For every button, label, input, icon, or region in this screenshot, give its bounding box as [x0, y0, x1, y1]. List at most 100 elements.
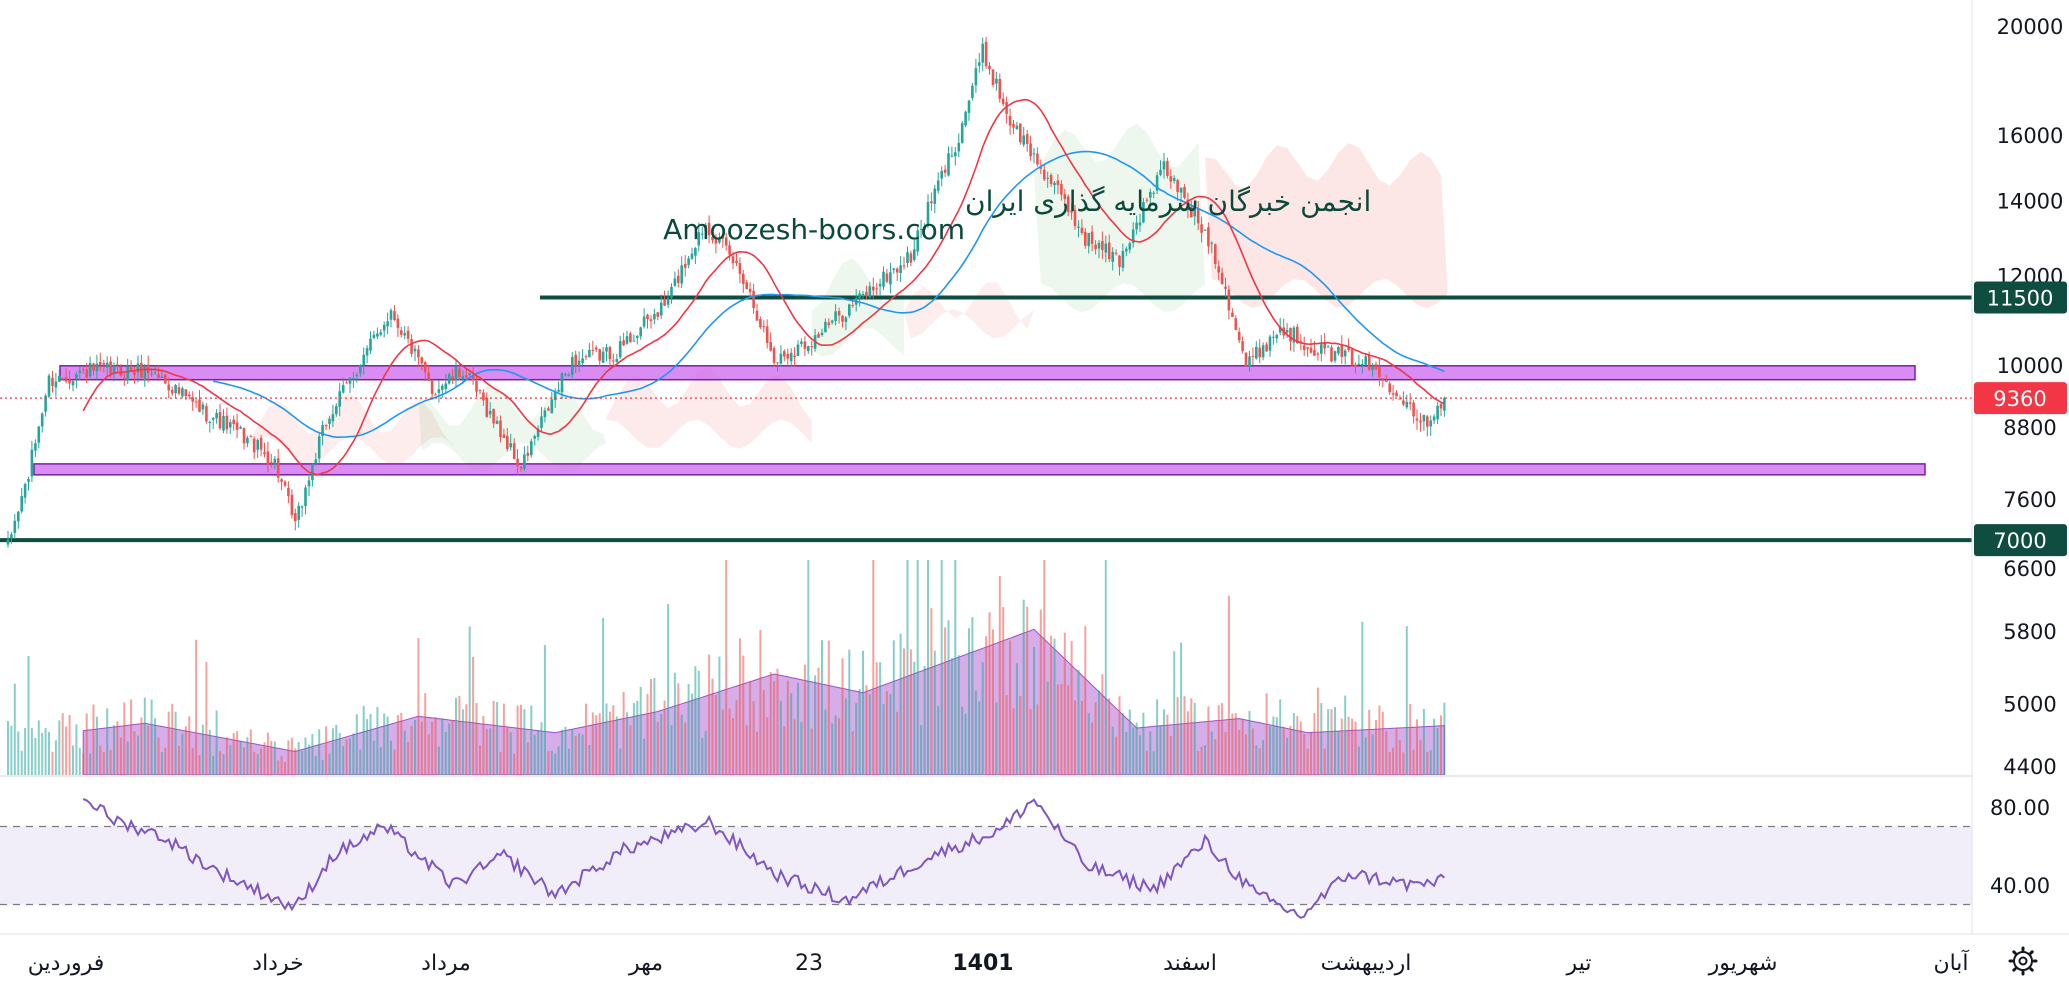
volume-bar: [1217, 705, 1220, 775]
volume-bar: [126, 741, 129, 775]
volume-bar: [513, 753, 516, 775]
candle-body: [540, 416, 543, 428]
volume-bar: [479, 745, 481, 775]
volume-bar: [400, 712, 403, 775]
volume-bar: [978, 701, 981, 775]
candle-body: [738, 263, 742, 274]
price-tick-label: 14000: [1997, 189, 2064, 213]
candle-body: [1224, 286, 1227, 289]
candle-body: [1436, 405, 1439, 420]
volume-bar: [1364, 737, 1367, 775]
price-badges: 11500 7000 9360: [1974, 281, 2067, 557]
candle-body: [1176, 180, 1179, 193]
candle-body: [1063, 194, 1067, 200]
candle-body: [1265, 344, 1268, 352]
price-badge-label: 9360: [1993, 387, 2046, 411]
volume-bar: [102, 752, 105, 775]
volume-bar: [1440, 715, 1442, 775]
volume-bar: [954, 560, 957, 775]
candle-body: [1357, 364, 1361, 365]
volume-bar: [249, 729, 252, 775]
volume-bar: [178, 746, 180, 775]
volume-bar: [1056, 684, 1059, 775]
zone-rect[interactable]: [33, 463, 1926, 476]
volume-bar: [496, 702, 499, 775]
candle-body: [919, 229, 923, 230]
candle-body: [656, 312, 660, 317]
candle-body: [636, 336, 639, 338]
volume-bar: [1043, 560, 1046, 775]
horizontal-levels[interactable]: [0, 295, 1972, 543]
volume-bar: [1080, 701, 1083, 775]
volume-bar: [1200, 746, 1203, 775]
volume-bar: [1128, 709, 1131, 775]
volume-bar: [571, 729, 574, 775]
volume-bar: [458, 696, 461, 775]
volume-bar: [701, 738, 704, 775]
candle-body: [328, 418, 331, 424]
volume-bar: [745, 725, 748, 775]
rsi-axis[interactable]: 80.00 40.00: [1990, 796, 2050, 898]
candle-body: [1251, 355, 1255, 357]
volume-bar: [957, 655, 960, 775]
volume-bar: [786, 680, 789, 775]
candle-body: [933, 188, 937, 204]
volume-bar: [892, 640, 895, 775]
volume-bar: [485, 729, 488, 775]
volume-bar: [263, 742, 266, 775]
volume-bar: [1310, 732, 1312, 775]
candle-body: [752, 290, 755, 309]
candle-body: [324, 425, 328, 426]
candle-body: [567, 375, 571, 376]
volume-bar: [1433, 718, 1436, 775]
zone-rect[interactable]: [59, 365, 1916, 381]
candle-body: [926, 202, 930, 225]
volume-bar: [1395, 727, 1398, 775]
volume-bar: [930, 608, 933, 775]
candle-body: [1039, 167, 1043, 169]
time-axis[interactable]: فروردین خرداد مرداد مهر 23 1401 اسفند اردیبهشت ت…: [28, 949, 1970, 976]
candle-body: [622, 340, 625, 346]
volume-bar: [608, 711, 611, 775]
candle-body: [577, 360, 581, 367]
candle-body: [882, 271, 885, 287]
volume-bar: [950, 658, 953, 775]
price-badge: [1974, 524, 2067, 557]
candle-body: [205, 406, 208, 422]
candle-body: [947, 153, 950, 176]
volume-bar: [626, 712, 628, 775]
volume-bar: [201, 724, 204, 775]
candle-body: [612, 360, 615, 362]
candle-body: [526, 452, 530, 456]
candle-body: [574, 354, 577, 366]
candle-body: [960, 123, 964, 143]
gear-icon[interactable]: [2008, 946, 2038, 976]
support-zones[interactable]: [33, 365, 1926, 476]
candle-body: [742, 273, 745, 284]
candle-body: [1385, 380, 1388, 382]
volume-bar: [164, 747, 167, 775]
candle-body: [290, 494, 294, 516]
volume-bar: [817, 667, 820, 775]
volume-bar: [858, 688, 861, 775]
candle-body: [81, 369, 85, 371]
volume-bar: [68, 715, 71, 775]
candle-body: [830, 320, 834, 323]
volume-bar: [882, 704, 885, 775]
candle-body: [321, 425, 324, 436]
price-axis[interactable]: 2000016000140001200010000880076006600580…: [1997, 15, 2064, 779]
volume-bar: [492, 700, 495, 775]
candle-body: [598, 349, 601, 361]
volume-bar: [766, 717, 769, 775]
volume-bar: [1207, 706, 1210, 775]
candle-body: [454, 366, 458, 381]
volume-bar: [482, 716, 485, 775]
candle-body: [1371, 367, 1374, 371]
volume-bar: [1074, 700, 1076, 775]
volume-bar: [184, 726, 187, 775]
candle-body: [1258, 347, 1261, 358]
candle-body: [376, 333, 379, 337]
volume-bar: [691, 693, 693, 775]
candle-body: [817, 334, 820, 338]
